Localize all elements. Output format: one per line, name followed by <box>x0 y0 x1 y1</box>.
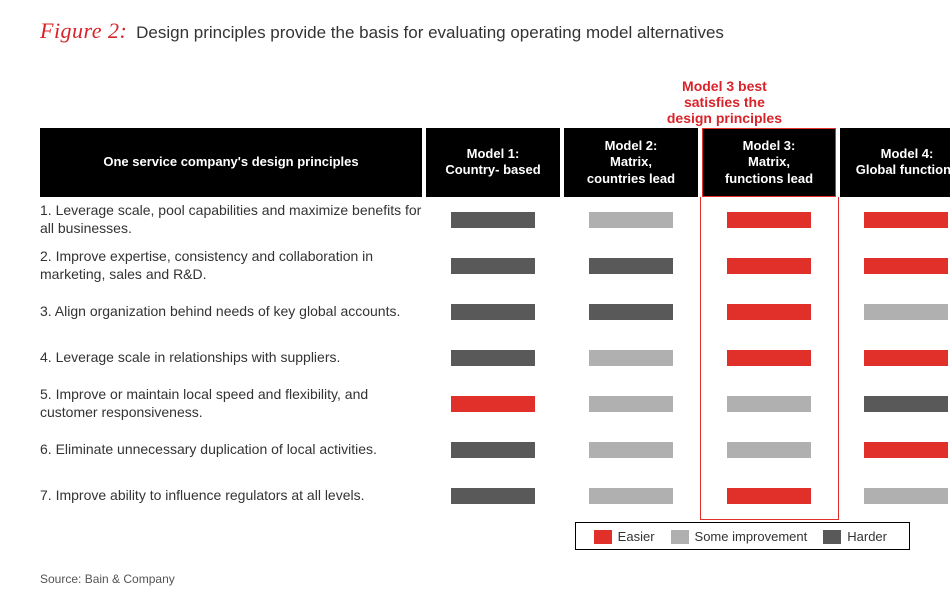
row-header-title: One service company's design principles <box>40 128 424 197</box>
principle-label: 2. Improve expertise, consistency and co… <box>40 243 424 289</box>
col-header: Model 3:Matrix,functions lead <box>700 128 838 197</box>
legend-label: Easier <box>618 529 655 544</box>
rating-swatch <box>451 212 535 228</box>
rating-cell <box>562 335 700 381</box>
rating-swatch <box>864 212 948 228</box>
rating-cell <box>700 243 838 289</box>
rating-cell <box>700 427 838 473</box>
principle-label: 7. Improve ability to influence regulato… <box>40 473 424 520</box>
rating-swatch <box>864 304 948 320</box>
rating-swatch <box>864 396 948 412</box>
rating-swatch <box>589 258 673 274</box>
callout-positioner: Model 3 best satisfies the design princi… <box>40 78 910 128</box>
col-header: Model 4:Global functions <box>838 128 950 197</box>
legend-swatch <box>671 530 689 544</box>
rating-cell <box>700 381 838 427</box>
rating-swatch <box>451 304 535 320</box>
rating-cell <box>838 473 950 520</box>
rating-swatch <box>589 488 673 504</box>
rating-swatch <box>727 350 811 366</box>
figure-caption: Figure 2: Design principles provide the … <box>40 18 910 44</box>
col-header: Model 2:Matrix,countries lead <box>562 128 700 197</box>
rating-cell <box>562 289 700 335</box>
rating-cell <box>424 473 562 520</box>
figure-label: Figure 2: <box>40 18 127 43</box>
legend-item: Easier <box>594 529 655 545</box>
rating-cell <box>700 197 838 243</box>
rating-swatch <box>589 304 673 320</box>
rating-cell <box>424 243 562 289</box>
rating-swatch <box>727 488 811 504</box>
table-row: 2. Improve expertise, consistency and co… <box>40 243 950 289</box>
legend-label: Harder <box>847 529 887 544</box>
rating-cell <box>838 427 950 473</box>
rating-swatch <box>589 350 673 366</box>
rating-swatch <box>589 396 673 412</box>
rating-swatch <box>727 304 811 320</box>
rating-cell <box>562 473 700 520</box>
rating-swatch <box>727 442 811 458</box>
rating-cell <box>424 289 562 335</box>
rating-cell <box>424 197 562 243</box>
legend-item: Some improvement <box>671 529 808 545</box>
rating-swatch <box>727 212 811 228</box>
rating-swatch <box>451 350 535 366</box>
evaluation-table: One service company's design principles … <box>40 128 950 520</box>
rating-cell <box>838 381 950 427</box>
principle-label: 4. Leverage scale in relationships with … <box>40 335 424 381</box>
source-line: Source: Bain & Company <box>40 572 910 586</box>
legend-label: Some improvement <box>695 529 808 544</box>
rating-swatch <box>451 488 535 504</box>
rating-cell <box>424 427 562 473</box>
principle-label: 3. Align organization behind needs of ke… <box>40 289 424 335</box>
rating-cell <box>700 289 838 335</box>
rating-cell <box>838 243 950 289</box>
rating-cell <box>700 335 838 381</box>
legend-wrap: Easier Some improvement Harder <box>40 522 910 550</box>
table-row: 6. Eliminate unnecessary duplication of … <box>40 427 950 473</box>
table-body: 1. Leverage scale, pool capabilities and… <box>40 197 950 520</box>
table-row: 3. Align organization behind needs of ke… <box>40 289 950 335</box>
rating-swatch <box>864 488 948 504</box>
rating-cell <box>562 381 700 427</box>
legend: Easier Some improvement Harder <box>575 522 910 550</box>
col-header: Model 1:Country- based <box>424 128 562 197</box>
rating-cell <box>562 197 700 243</box>
principle-label: 6. Eliminate unnecessary duplication of … <box>40 427 424 473</box>
rating-swatch <box>451 396 535 412</box>
figure-title: Design principles provide the basis for … <box>136 23 724 42</box>
legend-swatch <box>823 530 841 544</box>
table-row: 4. Leverage scale in relationships with … <box>40 335 950 381</box>
table-header-row: One service company's design principles … <box>40 128 950 197</box>
highlight-callout: Model 3 best satisfies the design princi… <box>663 78 787 126</box>
rating-cell <box>838 197 950 243</box>
rating-swatch <box>451 442 535 458</box>
rating-swatch <box>864 442 948 458</box>
rating-swatch <box>727 396 811 412</box>
legend-swatch <box>594 530 612 544</box>
rating-swatch <box>864 350 948 366</box>
table-row: 1. Leverage scale, pool capabilities and… <box>40 197 950 243</box>
rating-swatch <box>589 442 673 458</box>
rating-swatch <box>727 258 811 274</box>
rating-cell <box>838 289 950 335</box>
principle-label: 5. Improve or maintain local speed and f… <box>40 381 424 427</box>
table-row: 5. Improve or maintain local speed and f… <box>40 381 950 427</box>
rating-cell <box>562 427 700 473</box>
table-row: 7. Improve ability to influence regulato… <box>40 473 950 520</box>
rating-cell <box>562 243 700 289</box>
figure-container: Figure 2: Design principles provide the … <box>0 0 950 596</box>
rating-cell <box>424 335 562 381</box>
rating-cell <box>838 335 950 381</box>
legend-item: Harder <box>823 529 887 545</box>
rating-swatch <box>451 258 535 274</box>
rating-swatch <box>589 212 673 228</box>
rating-cell <box>424 381 562 427</box>
principle-label: 1. Leverage scale, pool capabilities and… <box>40 197 424 243</box>
rating-swatch <box>864 258 948 274</box>
rating-cell <box>700 473 838 520</box>
